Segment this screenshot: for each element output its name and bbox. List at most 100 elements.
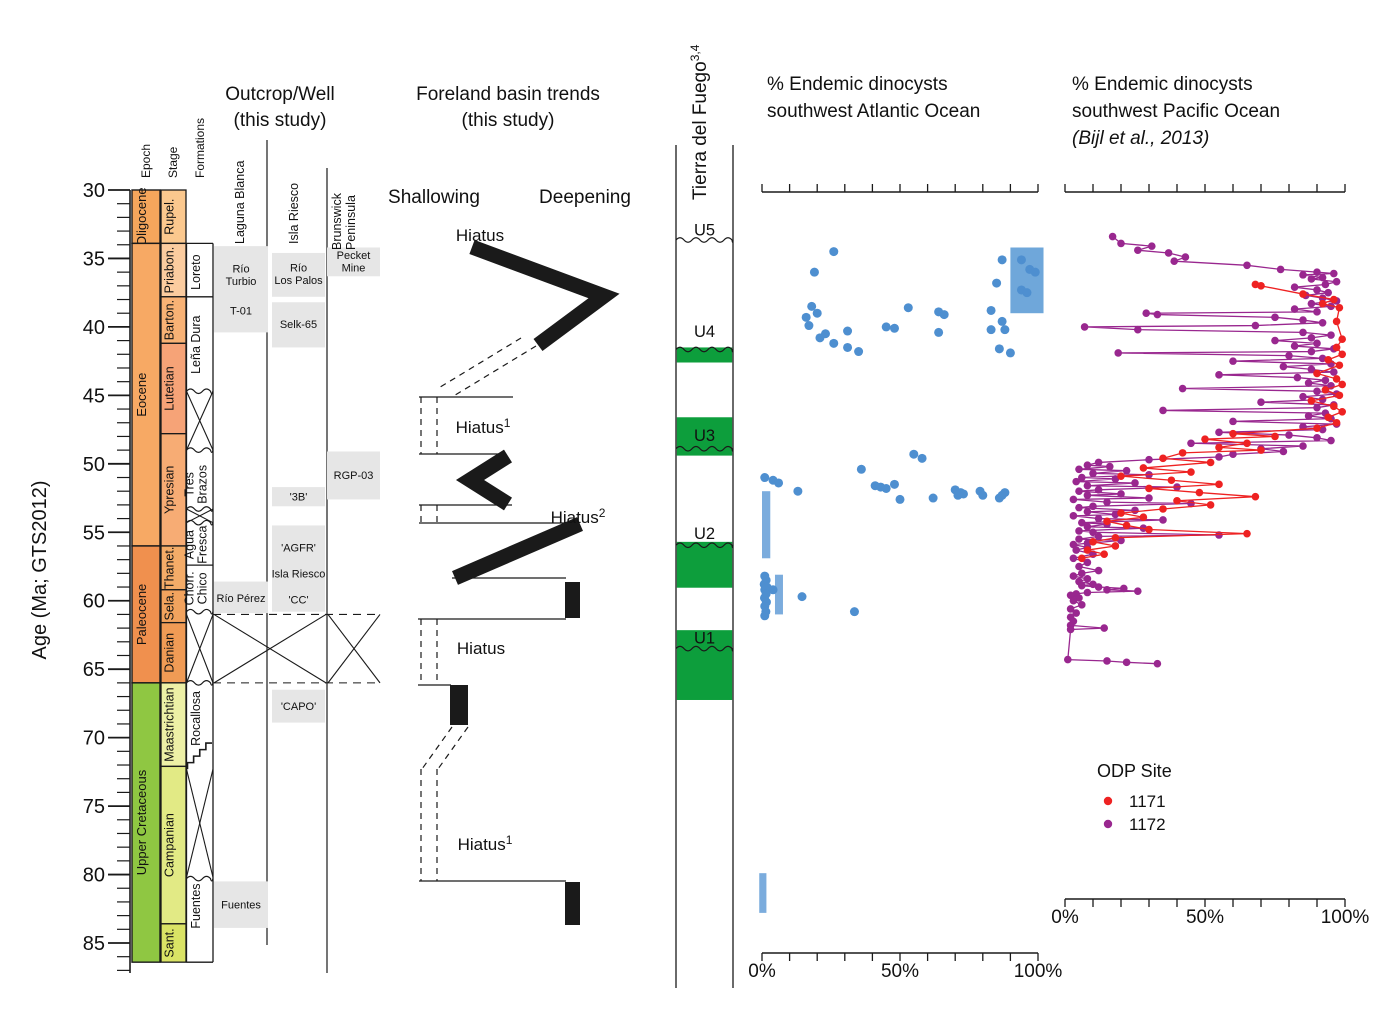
outcrop-gray-box [272, 252, 325, 297]
data-point [1299, 392, 1307, 401]
data-point [1327, 302, 1335, 311]
data-point [1271, 336, 1279, 345]
data-point [1330, 269, 1338, 278]
data-point [1069, 596, 1078, 605]
data-point [1206, 458, 1215, 467]
outcrop-box-label: '3B' [290, 492, 308, 504]
data-point [1335, 303, 1344, 312]
formation-label: Chorr. [183, 571, 197, 605]
epoch-box [131, 682, 161, 963]
shallowing-label: Shallowing [388, 187, 480, 208]
data-point [1313, 286, 1321, 294]
outcrop-gray-box [272, 302, 325, 348]
data-point [1299, 290, 1307, 298]
trend-band [469, 239, 620, 352]
data-point [1307, 299, 1316, 308]
data-point [1229, 417, 1237, 426]
data-point [1167, 476, 1176, 485]
isla-riesco-column-header: Isla Riesco [287, 183, 301, 244]
data-point [1285, 431, 1293, 439]
data-point [1338, 350, 1346, 359]
age-tick-label: 35 [83, 248, 105, 270]
data-point [1257, 282, 1265, 290]
data-point [1299, 271, 1307, 279]
stage-label: Ypresian [163, 466, 177, 514]
data-point [1134, 587, 1142, 595]
deepening-label: Deepening [539, 187, 631, 208]
outcrop-title-line2: (this study) [234, 110, 327, 131]
formation-wavy-boundary [186, 875, 214, 882]
outcrop-title-line1: Outcrop/Well [225, 84, 334, 105]
data-point [1106, 462, 1114, 471]
data-point [1089, 538, 1097, 546]
data-point [997, 316, 1007, 326]
data-point [1332, 277, 1341, 286]
formation-label: Fresca [196, 525, 210, 563]
data-point [1078, 518, 1086, 527]
outcrop-box-label: Isla Riesco [272, 568, 326, 580]
data-point [1338, 335, 1346, 344]
data-point [1335, 361, 1344, 370]
data-point [895, 494, 905, 504]
data-point [1131, 506, 1139, 515]
range-bar [762, 491, 771, 559]
data-point [1321, 376, 1330, 385]
age-tick-label: 65 [83, 659, 105, 681]
data-point [1103, 517, 1111, 526]
data-point [815, 333, 825, 343]
trend-dashed-line [451, 345, 537, 398]
data-point [768, 585, 778, 595]
data-point [1117, 472, 1125, 480]
outcrop-box-label: RGP-03 [334, 470, 374, 482]
outcrop-box-label: Pecket [337, 250, 371, 262]
data-point [843, 342, 853, 352]
epoch-box [131, 242, 161, 547]
data-point [889, 323, 899, 333]
data-point [1078, 581, 1086, 590]
cross-pattern [186, 508, 214, 524]
data-point [1313, 308, 1321, 316]
data-point [1257, 446, 1265, 454]
formation-wavy-boundary [186, 680, 214, 686]
data-point [1078, 473, 1086, 482]
data-point [1072, 477, 1080, 486]
stage-label: Sela. [163, 592, 177, 621]
data-point [1078, 601, 1086, 609]
data-point [1243, 261, 1251, 270]
data-point [1083, 546, 1092, 554]
data-point [1075, 535, 1083, 543]
data-point [1178, 449, 1187, 457]
data-point [797, 592, 807, 602]
formation-label: Loreto [189, 254, 203, 289]
trend-bar [565, 882, 580, 925]
data-point [1243, 439, 1251, 448]
data-point [1083, 507, 1092, 516]
foreland-title-line2: (this study) [462, 110, 555, 131]
trend-band [455, 449, 513, 511]
hiatus-label: Hiatus2 [551, 506, 606, 527]
data-point [1083, 522, 1092, 531]
trend-dashed-line [421, 726, 453, 770]
unit-wavy-boundary [675, 645, 734, 652]
data-point [1324, 288, 1332, 297]
age-tick-label: 50 [83, 454, 105, 476]
formations-column-header: Formations [193, 118, 207, 178]
data-point [1313, 424, 1321, 433]
data-point [1201, 435, 1209, 443]
data-point [1229, 450, 1237, 459]
series-line [1067, 236, 1337, 665]
data-point [1064, 655, 1072, 664]
data-point [1103, 585, 1111, 594]
formation-label: Leña Dura [189, 315, 203, 373]
data-point [1078, 554, 1086, 563]
data-point [1094, 458, 1103, 467]
data-point [1005, 348, 1015, 358]
data-point [1318, 319, 1327, 327]
data-point [1066, 625, 1075, 634]
data-point [1271, 432, 1279, 441]
age-tick-label: 30 [83, 180, 105, 202]
unit-wavy-boundary [675, 237, 734, 243]
outcrop-gray-box [272, 487, 325, 507]
stage-box [160, 189, 187, 245]
data-point [1111, 533, 1120, 542]
